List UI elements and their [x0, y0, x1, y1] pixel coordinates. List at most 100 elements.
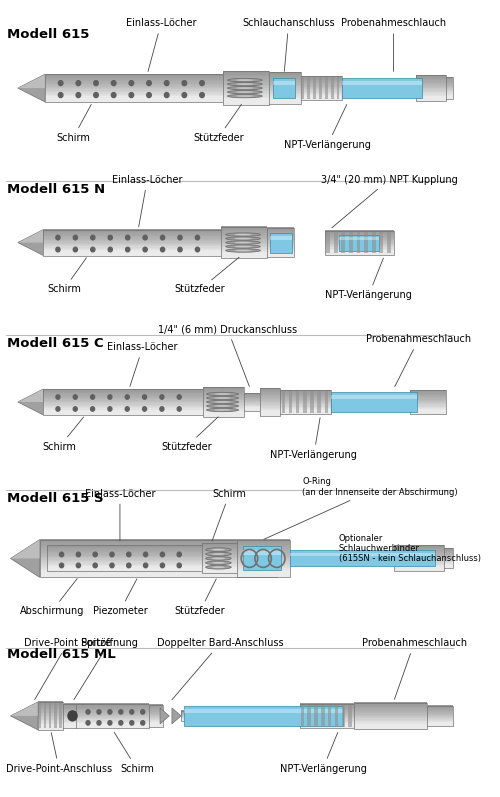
- Bar: [202, 544, 236, 573]
- Bar: [221, 255, 267, 257]
- Circle shape: [110, 552, 114, 557]
- Polygon shape: [10, 702, 38, 716]
- Bar: [223, 83, 268, 84]
- Text: Einlass-Löcher: Einlass-Löcher: [84, 489, 155, 540]
- Bar: [410, 406, 447, 408]
- Ellipse shape: [236, 80, 254, 81]
- Bar: [203, 410, 244, 413]
- Bar: [394, 550, 444, 552]
- Bar: [416, 90, 446, 92]
- Bar: [354, 704, 428, 705]
- Bar: [325, 249, 394, 251]
- Bar: [268, 100, 300, 103]
- Bar: [221, 244, 267, 245]
- Circle shape: [126, 235, 130, 240]
- Bar: [325, 242, 394, 244]
- Circle shape: [140, 720, 144, 725]
- Bar: [223, 98, 268, 100]
- Bar: [181, 717, 300, 718]
- Bar: [44, 243, 221, 245]
- Bar: [236, 559, 290, 562]
- Circle shape: [68, 711, 77, 720]
- Bar: [325, 247, 394, 249]
- Text: Modell 615: Modell 615: [7, 29, 89, 41]
- Bar: [280, 392, 330, 394]
- Bar: [446, 96, 453, 97]
- Bar: [300, 723, 354, 724]
- Circle shape: [76, 563, 80, 567]
- Bar: [44, 391, 203, 393]
- Bar: [202, 570, 236, 572]
- Bar: [202, 543, 236, 545]
- Bar: [181, 712, 300, 713]
- Bar: [38, 701, 64, 703]
- Bar: [428, 706, 453, 726]
- Bar: [280, 404, 330, 406]
- Text: Einlass-Löcher: Einlass-Löcher: [126, 18, 196, 72]
- Circle shape: [56, 235, 60, 240]
- Bar: [444, 548, 453, 549]
- Bar: [446, 77, 453, 78]
- Circle shape: [93, 563, 98, 567]
- Bar: [221, 226, 267, 228]
- Bar: [202, 561, 236, 563]
- Bar: [354, 722, 428, 724]
- Bar: [44, 238, 221, 240]
- Circle shape: [182, 80, 186, 85]
- Bar: [236, 552, 290, 555]
- Bar: [394, 567, 444, 569]
- Bar: [260, 398, 280, 401]
- Circle shape: [130, 720, 134, 725]
- Polygon shape: [18, 230, 44, 256]
- Bar: [244, 398, 260, 400]
- Bar: [38, 727, 64, 728]
- Bar: [410, 400, 447, 402]
- Bar: [268, 88, 300, 90]
- Bar: [410, 404, 447, 406]
- Bar: [444, 548, 453, 568]
- Circle shape: [130, 709, 134, 714]
- Bar: [325, 253, 394, 254]
- Bar: [300, 76, 342, 77]
- Bar: [44, 410, 203, 412]
- Bar: [45, 84, 223, 87]
- Circle shape: [86, 720, 90, 725]
- Bar: [394, 558, 444, 559]
- Bar: [38, 721, 64, 723]
- Text: Abschirmung: Abschirmung: [20, 579, 84, 616]
- Bar: [300, 98, 342, 100]
- Bar: [444, 562, 453, 563]
- Circle shape: [93, 552, 98, 557]
- Bar: [260, 391, 280, 392]
- Bar: [428, 724, 453, 726]
- Bar: [149, 714, 163, 716]
- Polygon shape: [10, 540, 40, 577]
- Bar: [40, 541, 277, 544]
- Bar: [244, 398, 260, 399]
- Bar: [372, 232, 376, 253]
- Ellipse shape: [212, 562, 225, 563]
- Bar: [45, 90, 223, 92]
- Bar: [76, 725, 149, 727]
- Bar: [203, 403, 244, 405]
- Bar: [394, 570, 444, 571]
- Bar: [268, 102, 300, 104]
- Bar: [428, 710, 453, 712]
- Bar: [64, 724, 76, 725]
- Bar: [181, 718, 300, 719]
- Bar: [416, 94, 446, 96]
- Bar: [244, 396, 260, 398]
- Bar: [302, 77, 304, 99]
- Bar: [64, 709, 76, 710]
- Bar: [221, 245, 267, 247]
- Ellipse shape: [228, 94, 262, 98]
- Bar: [444, 552, 453, 553]
- Circle shape: [58, 80, 63, 85]
- Bar: [221, 253, 267, 255]
- Circle shape: [177, 406, 181, 411]
- Bar: [223, 71, 268, 105]
- Bar: [267, 246, 294, 249]
- Bar: [38, 707, 64, 709]
- Bar: [268, 77, 300, 79]
- Bar: [38, 717, 64, 719]
